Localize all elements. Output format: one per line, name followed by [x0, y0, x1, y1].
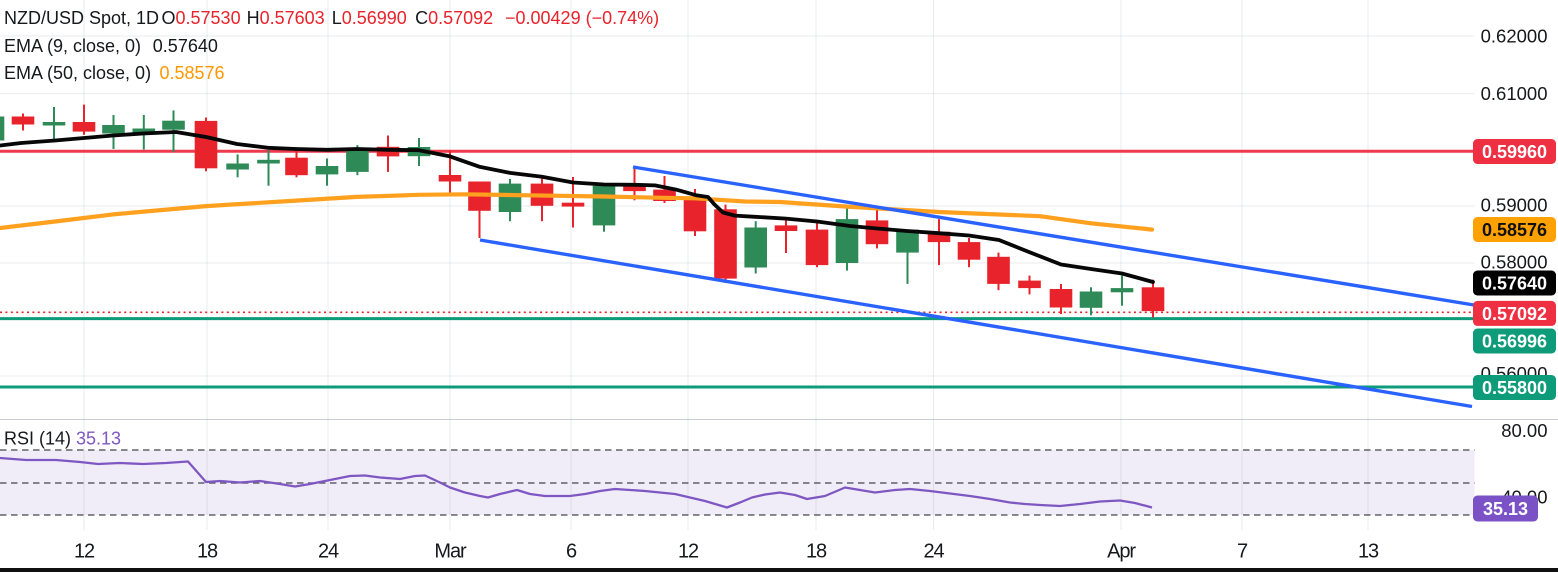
svg-text:0.57640: 0.57640 [153, 36, 218, 56]
svg-text:C0.57092: C0.57092 [415, 8, 493, 28]
svg-text:RSI (14): RSI (14) [4, 429, 71, 449]
svg-text:0.57092: 0.57092 [1482, 304, 1547, 324]
svg-text:0.58576: 0.58576 [160, 63, 225, 83]
svg-text:13: 13 [1358, 541, 1379, 563]
svg-text:L0.56990: L0.56990 [332, 8, 407, 28]
svg-text:6: 6 [566, 541, 577, 563]
svg-text:24: 24 [923, 541, 944, 563]
svg-text:7: 7 [1237, 541, 1248, 563]
svg-text:35.13: 35.13 [76, 429, 121, 449]
svg-text:0.58576: 0.58576 [1482, 220, 1547, 240]
svg-text:0.55800: 0.55800 [1482, 378, 1547, 398]
svg-text:35.13: 35.13 [1483, 499, 1528, 519]
svg-text:0.61000: 0.61000 [1481, 83, 1548, 104]
svg-text:Apr: Apr [1107, 541, 1136, 563]
svg-text:0.58000: 0.58000 [1481, 252, 1548, 273]
svg-text:O0.57530: O0.57530 [162, 8, 241, 28]
svg-text:18: 18 [806, 541, 827, 563]
svg-text:Mar: Mar [434, 541, 467, 563]
svg-text:0.57640: 0.57640 [1482, 274, 1547, 294]
svg-text:80.00: 80.00 [1501, 420, 1547, 441]
svg-text:EMA (50, close, 0): EMA (50, close, 0) [4, 63, 151, 83]
svg-text:0.59000: 0.59000 [1481, 195, 1548, 216]
svg-text:12: 12 [678, 541, 699, 563]
svg-text:0.56996: 0.56996 [1482, 332, 1547, 352]
svg-text:−0.00429 (−0.74%): −0.00429 (−0.74%) [505, 8, 659, 28]
svg-text:24: 24 [318, 541, 339, 563]
svg-text:18: 18 [197, 541, 218, 563]
svg-text:H0.57603: H0.57603 [247, 8, 325, 28]
svg-text:NZD/USD Spot, 1D: NZD/USD Spot, 1D [4, 8, 159, 28]
svg-text:EMA (9, close, 0): EMA (9, close, 0) [4, 36, 141, 56]
svg-text:0.59960: 0.59960 [1482, 142, 1547, 162]
svg-text:12: 12 [74, 541, 95, 563]
svg-text:0.62000: 0.62000 [1481, 26, 1548, 47]
